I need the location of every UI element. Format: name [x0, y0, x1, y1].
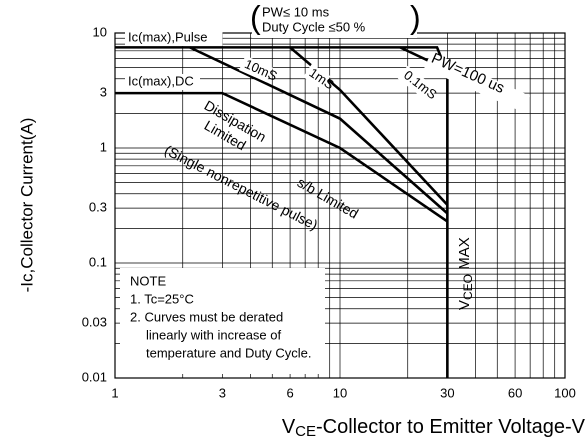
- label-bg: [397, 65, 438, 102]
- vceo-sub: CEO: [461, 274, 475, 300]
- soa-line: [115, 91, 449, 223]
- bracket: (: [250, 0, 261, 35]
- label-bg: [125, 74, 200, 90]
- x-tick-label: 3: [219, 385, 226, 400]
- vceo-label: VCEO MAX: [456, 237, 475, 310]
- x-label-rest: -Collector to Emitter Voltage-V: [316, 416, 585, 438]
- note-line: 2. Curves must be derated: [130, 309, 283, 324]
- x-tick-label: 10: [333, 385, 347, 400]
- x-tick-label: 60: [508, 385, 522, 400]
- pw-note: Duty Cycle ≤50 %: [262, 19, 366, 34]
- vceo-rest: MAX: [456, 237, 473, 274]
- series-label: Ic(max),DC: [128, 73, 194, 88]
- vceo-main: V: [456, 300, 473, 310]
- y-tick-label: 0.3: [89, 200, 107, 215]
- x-tick-label: 6: [286, 385, 293, 400]
- label-bg: [239, 55, 273, 83]
- label-bg: [424, 51, 531, 113]
- label-bg: [125, 30, 223, 46]
- label-bg: [252, 4, 417, 38]
- soa-line: [289, 46, 449, 206]
- x-tick-label: 100: [554, 385, 576, 400]
- y-tick-label: 10: [93, 24, 107, 39]
- note-line: temperature and Duty Cycle.: [146, 345, 311, 360]
- x-tick-label: 30: [440, 385, 454, 400]
- y-tick-label: 1: [100, 139, 107, 154]
- label-bg: [303, 63, 331, 90]
- note-box: [120, 268, 325, 374]
- note-line: 1. Tc=25°C: [130, 291, 194, 306]
- x-tick-label: 1: [111, 385, 118, 400]
- y-axis-label: -Ic,Collector Current(A): [17, 118, 36, 293]
- series-label: Ic(max),Pulse: [128, 29, 207, 44]
- y-tick-label: 0.01: [82, 369, 107, 384]
- soa-line: [115, 46, 449, 74]
- bracket: ): [410, 0, 421, 35]
- x-label-sub: CE: [295, 423, 316, 440]
- y-tick-label: 3: [100, 85, 107, 100]
- soa-line: [189, 46, 449, 215]
- pw-note: PW≤ 10 ms: [262, 4, 330, 19]
- note-line: NOTE: [130, 273, 166, 288]
- note-line: linearly with increase of: [146, 327, 282, 342]
- x-axis-label: VCE-Collector to Emitter Voltage-V: [282, 416, 585, 440]
- y-tick-label: 0.03: [82, 315, 107, 330]
- y-tick-label: 0.1: [89, 254, 107, 269]
- x-label-main: V: [282, 416, 296, 438]
